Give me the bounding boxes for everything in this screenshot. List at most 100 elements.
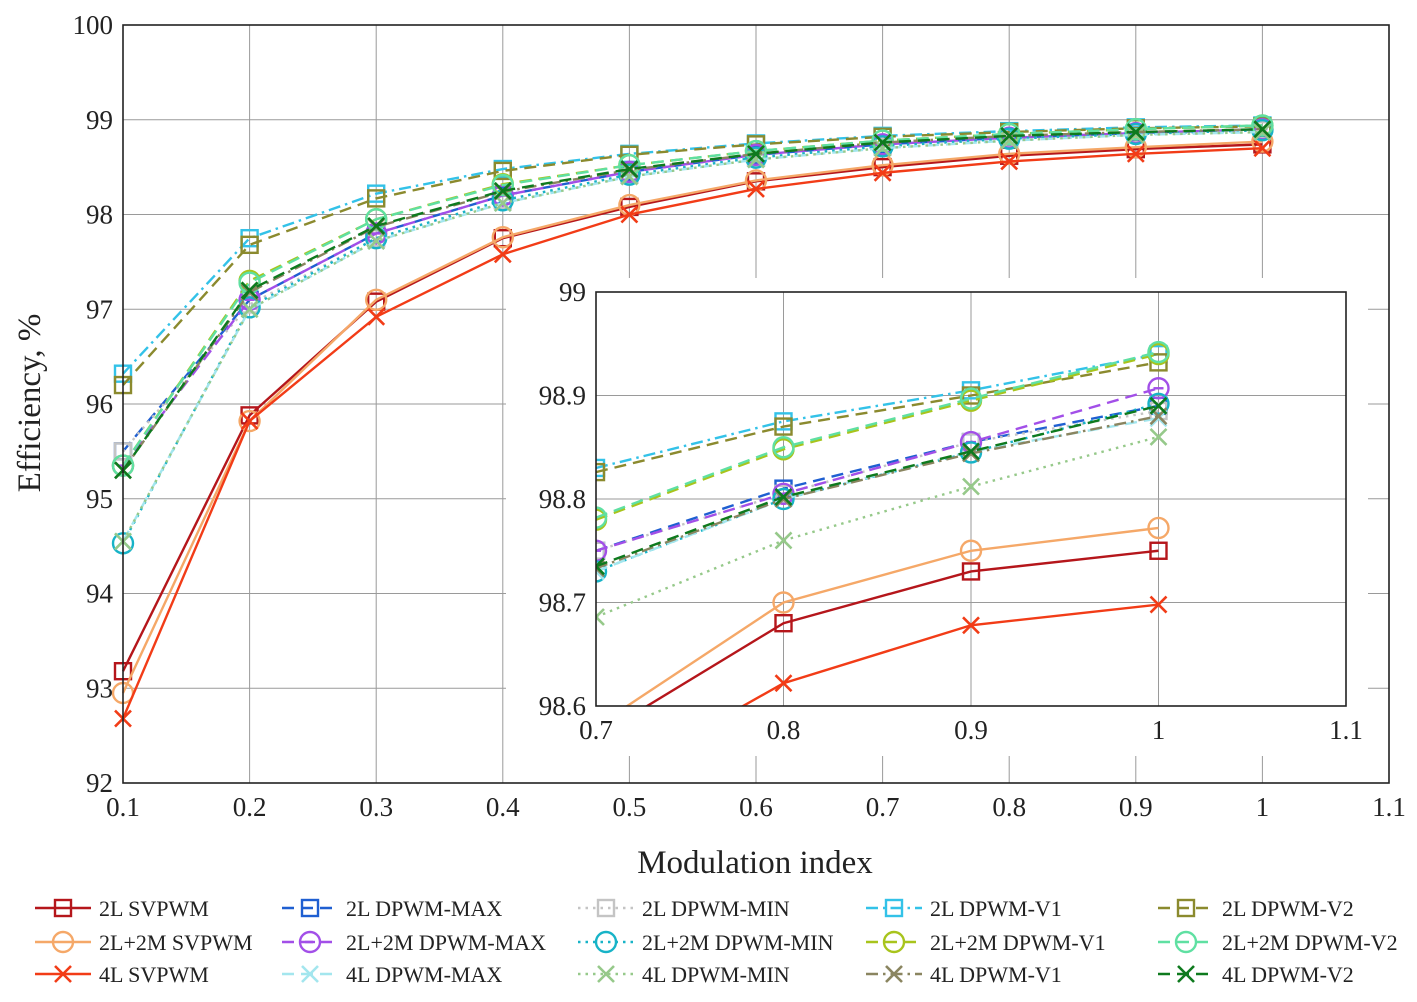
inset-axes-frame	[595, 291, 1347, 707]
inset-series-line	[596, 387, 1159, 552]
inset-data-point	[774, 531, 793, 550]
main-data-point	[1124, 118, 1148, 141]
inset-data-point	[959, 387, 983, 410]
legend-entry-2lp2m-dpwm-min: 2L+2M DPWM-MIN	[578, 930, 834, 955]
x-axis-title: Modulation index	[637, 845, 873, 881]
main-y-tick-label: 94	[86, 579, 114, 609]
legend-marker	[884, 898, 904, 918]
legend-marker	[597, 965, 615, 983]
legend-label: 2L DPWM-V1	[930, 896, 1062, 921]
main-data-point	[747, 179, 765, 198]
main-y-tick-label: 96	[86, 389, 113, 419]
main-data-point	[747, 144, 765, 163]
inset-series-line	[596, 435, 1159, 619]
inset-series-line	[740, 603, 1159, 706]
main-series-line	[122, 125, 1263, 386]
main-series-line	[121, 128, 1263, 544]
main-data-point	[1000, 126, 1019, 145]
main-x-tick-label: 0.8	[992, 792, 1026, 822]
inset-data-point	[1149, 595, 1168, 614]
legend-label: 2L DPWM-MIN	[642, 896, 790, 921]
main-series-line	[122, 124, 1263, 467]
main-y-tick-label: 92	[86, 768, 113, 798]
inset-series-line	[596, 404, 1159, 568]
legend-entry-2lp2m-svpwm: 2L+2M SVPWM	[35, 930, 253, 955]
inset-series-line	[596, 415, 1159, 570]
legend-marker	[298, 930, 322, 954]
main-x-tick-label: 0.5	[613, 792, 647, 822]
legend-label: 4L DPWM-MIN	[642, 962, 790, 987]
inset-data-point	[774, 417, 793, 436]
inset-x-tick-label: 0.8	[767, 715, 801, 745]
legend-entry-4l-dpwm-v1: 4L DPWM-V1	[866, 962, 1062, 987]
legend-marker	[1177, 965, 1195, 983]
inset-series-line	[596, 350, 1159, 519]
main-data-point	[1251, 114, 1274, 137]
main-y-tick-label: 100	[73, 10, 114, 40]
inset-x-tick-label: 0.9	[954, 715, 988, 745]
legend-marker	[885, 965, 903, 983]
main-series-line	[122, 128, 1263, 467]
inset-backdrop	[506, 278, 1368, 756]
inset-data-point	[774, 674, 793, 693]
inset-data-point	[772, 591, 795, 614]
inset-data-point	[772, 487, 795, 511]
main-data-point	[491, 226, 514, 249]
main-data-point	[367, 232, 386, 250]
inset-data-point	[1147, 516, 1170, 540]
main-data-point	[873, 133, 892, 152]
main-x-tick-label: 0.1	[106, 792, 140, 822]
inset-series-2l-svpwm	[644, 541, 1168, 706]
inset-data-point	[962, 477, 980, 496]
legend-marker	[594, 930, 618, 954]
main-x-tick-label: 0.4	[486, 792, 520, 822]
legend-marker	[596, 898, 616, 918]
legend-label: 2L+2M SVPWM	[99, 930, 253, 955]
inset-series-2lp2m-dpwm-v2	[596, 340, 1170, 529]
inset-data-point	[596, 539, 608, 562]
legend-marker	[882, 930, 906, 954]
inset-y-tick-label: 98.9	[539, 381, 586, 411]
main-data-point	[491, 173, 514, 197]
main-series-line	[121, 130, 1263, 542]
main-data-point	[365, 288, 388, 311]
legend-entry-2l-dpwm-max: 2L DPWM-MAX	[282, 896, 502, 921]
inset-data-point	[596, 462, 606, 482]
inset-data-point	[1149, 353, 1168, 372]
legend-marker	[1176, 898, 1196, 918]
main-data-point	[240, 300, 259, 319]
inset-series-line	[644, 549, 1159, 706]
inset-data-point	[596, 557, 605, 576]
legend-marker	[1174, 930, 1198, 954]
inset-series-line	[596, 352, 1159, 470]
inset-data-point	[1149, 541, 1168, 560]
legend-entry-2lp2m-dpwm-v2: 2L+2M DPWM-V2	[1158, 930, 1398, 955]
inset-data-point	[1147, 377, 1170, 400]
main-series-line	[122, 124, 1263, 375]
axes-labels: 0.1 0.2 0.3 0.4 0.5 0.6 0.7 0.8 0.9 1 1.1 92 93 94 95 9…	[73, 10, 1406, 822]
inset-data-point	[962, 444, 980, 463]
legend-marker	[54, 965, 72, 983]
inset-series-2l-dpwm-v2	[596, 353, 1168, 482]
legend-entry-2l-svpwm: 2L SVPWM	[35, 896, 209, 921]
legend-label: 4L DPWM-V2	[1222, 962, 1354, 987]
inset-series-2lp2m-dpwm-min	[596, 392, 1170, 583]
main-axes-frame	[122, 24, 1390, 784]
y-axis-title: Efficiency, %	[12, 314, 48, 493]
legend-label: 2L+2M DPWM-MAX	[346, 930, 546, 955]
inset-data-point	[1147, 340, 1170, 364]
main-data-point	[1126, 123, 1145, 141]
inset-data-point	[774, 614, 793, 633]
inset-data-point	[959, 539, 983, 562]
main-data-point	[871, 135, 894, 158]
main-x-tick-label: 1	[1256, 792, 1270, 822]
main-series-group	[111, 114, 1274, 728]
main-data-point	[493, 245, 512, 264]
main-data-point	[240, 412, 259, 430]
main-data-point	[1126, 144, 1145, 163]
main-x-tick-label: 0.2	[233, 792, 267, 822]
main-series-line	[121, 143, 1263, 672]
legend-entry-4l-svpwm: 4L SVPWM	[35, 962, 209, 987]
inset-data-point	[596, 541, 606, 560]
main-series-line	[121, 140, 1263, 694]
